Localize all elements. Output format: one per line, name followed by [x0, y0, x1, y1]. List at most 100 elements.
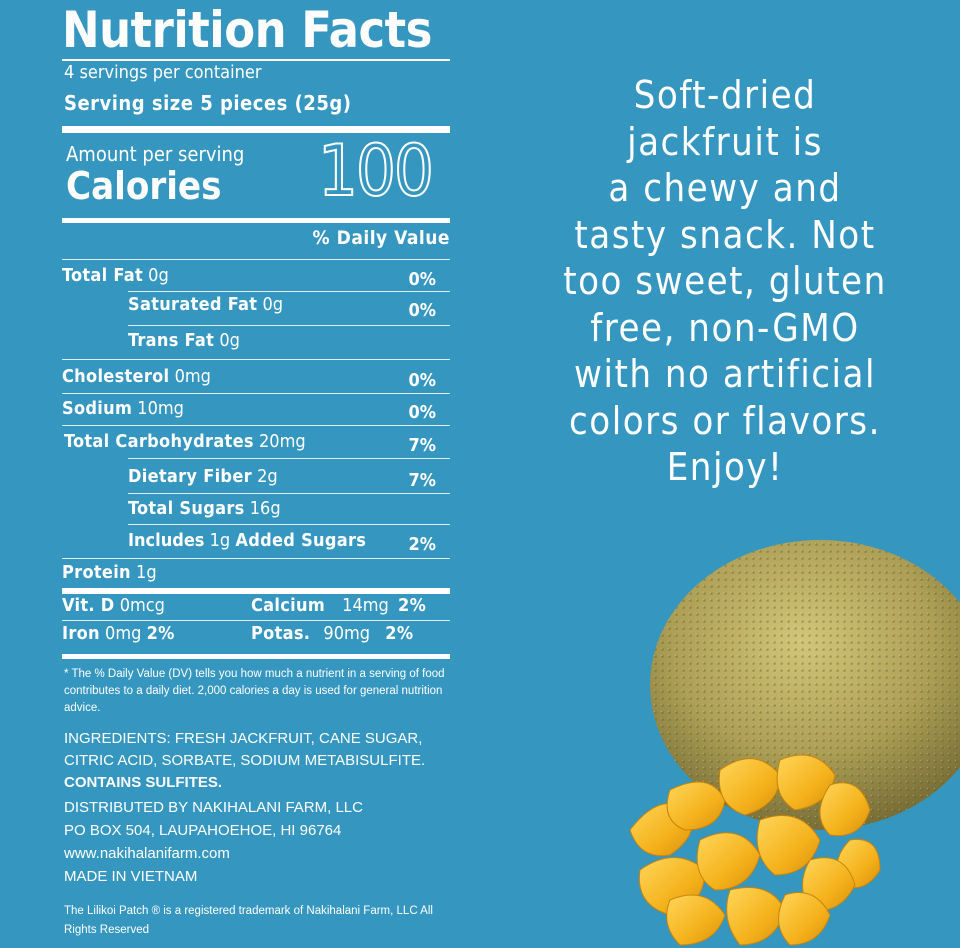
- iron: Iron 0mg 2%: [62, 622, 175, 646]
- product-tagline: Soft-dried jackfruit is a chewy and tast…: [530, 72, 920, 491]
- divider: [62, 359, 450, 360]
- serving-size: Serving size 5 pieces (25g): [64, 91, 352, 115]
- tagline-line: with no artificial: [574, 352, 876, 396]
- micro-name: Iron: [62, 623, 100, 644]
- servings-per-container: 4 servings per container: [64, 62, 262, 83]
- row-trans-fat: Trans Fat 0g: [128, 326, 450, 356]
- tagline-line: a chewy and: [608, 166, 842, 210]
- nutrient-amount: 16g: [249, 498, 281, 519]
- micro-amount: 0mg: [105, 623, 142, 644]
- micro-name: Calcium: [251, 595, 326, 616]
- divider: [128, 493, 450, 494]
- nutrient-amount: 10mg: [137, 398, 184, 419]
- nutrient-amount: 20mg: [258, 431, 306, 452]
- tagline-line: Soft-dried: [633, 73, 817, 117]
- calories-value: 100: [317, 130, 435, 212]
- row-dietary-fiber: Dietary Fiber 2g 7%: [128, 462, 450, 492]
- daily-value-header: % Daily Value: [312, 227, 450, 249]
- divider: [128, 325, 450, 326]
- ingredients-text: INGREDIENTS: FRESH JACKFRUIT, CANE SUGAR…: [64, 730, 426, 769]
- nutrient-amount: 0g: [262, 294, 284, 315]
- jackfruit-chips: [629, 754, 881, 946]
- contains-sulfites: CONTAINS SULFITES.: [64, 774, 223, 791]
- vitamin-d: Vit. D 0mcg: [62, 594, 165, 618]
- nutrient-name: Total Fat: [62, 265, 144, 286]
- nutrient-amount: 0mg: [174, 366, 211, 387]
- row-cholesterol: Cholesterol 0mg 0%: [62, 362, 450, 392]
- divider: [128, 291, 450, 292]
- divider: [62, 425, 450, 426]
- rule-thick-1: [62, 126, 450, 133]
- daily-value-footnote: * The % Daily Value (DV) tells you how m…: [64, 668, 445, 714]
- nutrient-name: Sodium: [62, 398, 133, 419]
- divider: [62, 259, 450, 260]
- rule-top: [62, 59, 450, 61]
- address-line: PO BOX 504, LAUPAHOEHOE, HI 96764: [64, 822, 342, 839]
- amount-per-serving: Amount per serving: [66, 142, 245, 166]
- origin-line: MADE IN VIETNAM: [64, 868, 198, 885]
- tagline-line: Enjoy!: [666, 445, 784, 489]
- trademark-notice: The Lilikoi Patch ® is a registered trad…: [64, 905, 433, 936]
- nutrient-name: Cholesterol: [62, 366, 170, 387]
- website-line: www.nakihalanifarm.com: [64, 845, 230, 862]
- calories-label: Calories: [66, 164, 222, 208]
- row-total-fat: Total Fat 0g 0%: [62, 261, 450, 291]
- divider: [128, 524, 450, 525]
- nutrient-amount: 1g: [136, 562, 157, 583]
- tagline-line: jackfruit is: [627, 119, 823, 164]
- divider: [128, 458, 450, 459]
- nutrient-amount: 1g: [209, 530, 231, 551]
- rule-thick-4: [62, 654, 450, 659]
- nutrient-amount: 0g: [148, 265, 169, 286]
- micro-amount: 90mg: [323, 623, 371, 644]
- distributor-line: DISTRIBUTED BY NAKIHALANI FARM, LLC: [64, 799, 363, 816]
- divider: [62, 620, 450, 621]
- micro-dv: 2%: [385, 623, 414, 644]
- nutrient-name: Total Sugars: [128, 498, 245, 519]
- distributor-info: DISTRIBUTED BY NAKIHALANI FARM, LLC PO B…: [64, 796, 449, 888]
- rule-thick-2: [62, 218, 450, 223]
- nutrient-name: Trans Fat: [128, 330, 215, 351]
- nutrient-dv: 7%: [408, 435, 437, 456]
- rule-thick-3: [62, 588, 450, 594]
- nutrient-dv: 0%: [408, 402, 437, 423]
- jackfruit-whole: [650, 540, 960, 830]
- tagline-line: tasty snack. Not: [574, 212, 876, 257]
- nutrient-dv: 0%: [408, 370, 437, 391]
- row-added-sugars: Includes 1g Added Sugars 2%: [128, 526, 450, 556]
- nutrition-facts-label: Nutrition Facts 4 servings per container…: [62, 0, 452, 948]
- jackfruit-illustration: [629, 540, 960, 946]
- nutrient-name: Added Sugars: [235, 530, 367, 551]
- micro-name: Vit. D: [62, 595, 115, 616]
- nutrient-dv: 2%: [408, 534, 437, 555]
- nutrient-dv: 0%: [408, 269, 437, 290]
- nutrient-prefix: Includes: [128, 530, 205, 551]
- nutrient-amount: 2g: [257, 466, 278, 487]
- calcium: Calcium 14mg 2%: [251, 594, 426, 618]
- micro-name: Potas.: [251, 623, 311, 644]
- nutrient-dv: 0%: [408, 300, 437, 321]
- divider: [62, 393, 450, 394]
- micro-amount: 0mcg: [119, 595, 165, 616]
- micro-dv: 2%: [398, 595, 427, 616]
- row-sodium: Sodium 10mg 0%: [62, 394, 450, 424]
- ingredients: INGREDIENTS: FRESH JACKFRUIT, CANE SUGAR…: [64, 728, 449, 794]
- nutrient-name: Saturated Fat: [128, 294, 258, 315]
- tagline-line: colors or flavors.: [569, 398, 881, 443]
- micro-dv: 2%: [146, 623, 175, 644]
- row-total-sugars: Total Sugars 16g: [128, 494, 450, 524]
- nutrient-name: Dietary Fiber: [128, 466, 252, 487]
- tagline-line: free, non-GMO: [590, 305, 860, 350]
- nutrient-amount: 0g: [219, 330, 240, 351]
- row-total-carbohydrates: Total Carbohydrates 20mg 7%: [64, 427, 452, 457]
- row-protein: Protein 1g: [62, 558, 450, 588]
- nutrient-name: Total Carbohydrates: [64, 431, 254, 452]
- tagline-line: too sweet, gluten: [563, 259, 887, 303]
- row-saturated-fat: Saturated Fat 0g 0%: [128, 290, 450, 321]
- potassium: Potas. 90mg 2%: [251, 622, 413, 646]
- divider: [62, 558, 450, 559]
- nutrient-dv: 7%: [408, 470, 437, 491]
- micro-amount: 14mg: [342, 595, 389, 616]
- nutrition-title: Nutrition Facts: [62, 1, 432, 59]
- nutrient-name: Protein: [62, 562, 131, 583]
